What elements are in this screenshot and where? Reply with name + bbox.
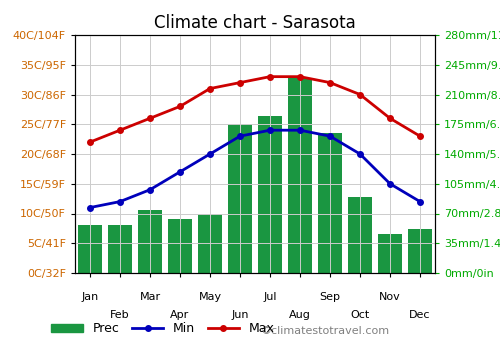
Text: Jul: Jul bbox=[263, 292, 277, 302]
Bar bbox=[318, 133, 342, 273]
Bar bbox=[108, 225, 132, 273]
Bar bbox=[258, 116, 282, 273]
Text: Feb: Feb bbox=[110, 310, 130, 320]
Text: Aug: Aug bbox=[289, 310, 311, 320]
Title: Climate chart - Sarasota: Climate chart - Sarasota bbox=[154, 14, 356, 32]
Text: Sep: Sep bbox=[320, 292, 340, 302]
Text: Jan: Jan bbox=[82, 292, 98, 302]
Bar bbox=[348, 196, 372, 273]
Text: Oct: Oct bbox=[350, 310, 370, 320]
Text: Nov: Nov bbox=[379, 292, 401, 302]
Bar bbox=[138, 210, 162, 273]
Text: Mar: Mar bbox=[140, 292, 160, 302]
Text: ©climatestotravel.com: ©climatestotravel.com bbox=[260, 326, 389, 336]
Bar bbox=[78, 225, 102, 273]
Bar bbox=[378, 234, 402, 273]
Text: Apr: Apr bbox=[170, 310, 190, 320]
Bar bbox=[198, 214, 222, 273]
Bar bbox=[228, 124, 252, 273]
Text: Jun: Jun bbox=[231, 310, 249, 320]
Legend: Prec, Min, Max: Prec, Min, Max bbox=[46, 317, 280, 340]
Bar bbox=[408, 229, 432, 273]
Bar bbox=[168, 219, 192, 273]
Text: Dec: Dec bbox=[409, 310, 431, 320]
Bar bbox=[288, 77, 312, 273]
Text: May: May bbox=[198, 292, 222, 302]
